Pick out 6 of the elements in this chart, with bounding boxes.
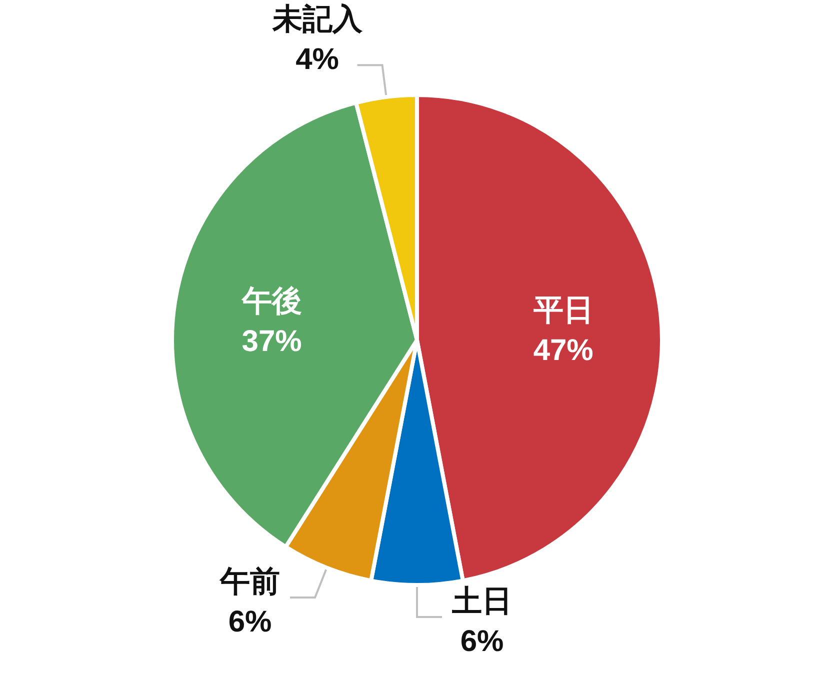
slice-label: 土日 [451, 585, 512, 618]
data-label: 4% [296, 43, 339, 76]
slice-label: 午前 [219, 566, 280, 599]
slice-label: 未記入 [271, 3, 364, 36]
data-label: 6% [228, 606, 272, 639]
data-label: 6% [460, 625, 504, 658]
